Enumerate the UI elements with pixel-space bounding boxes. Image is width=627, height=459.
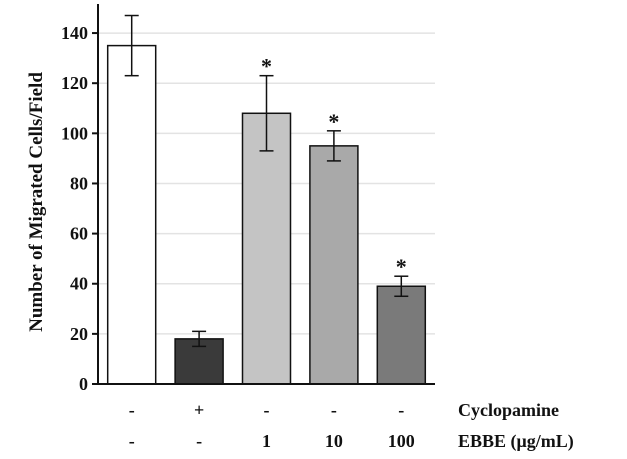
condition-row-label: EBBE (μg/mL): [458, 431, 574, 452]
condition-value: -: [196, 431, 202, 451]
y-tick-label: 100: [61, 123, 88, 143]
significance-star: *: [396, 254, 407, 279]
condition-value: -: [398, 400, 404, 420]
bar: [106, 44, 157, 385]
condition-value: 1: [262, 431, 271, 451]
y-axis-title: Number of Migrated Cells/Field: [26, 72, 47, 332]
significance-star: *: [328, 109, 339, 134]
y-tick-label: 20: [70, 324, 88, 344]
condition-value: -: [264, 400, 270, 420]
bar: [376, 285, 427, 385]
condition-value: +: [194, 400, 204, 420]
condition-rows: - + - - - Cyclopamine - - 1 10 100 EBBE (μg/mL): [129, 400, 574, 452]
y-tick-label: 80: [70, 173, 88, 193]
y-tick-label: 40: [70, 274, 88, 294]
condition-value: 100: [388, 431, 415, 451]
y-tick-labels: 0 20 40 60 80 100 120 140: [61, 23, 88, 394]
condition-value: -: [129, 400, 135, 420]
condition-row-label: Cyclopamine: [458, 400, 559, 420]
bar: [309, 145, 359, 385]
y-tick-label: 0: [79, 374, 88, 394]
y-tick-label: 60: [70, 224, 88, 244]
y-tick-label: 120: [61, 73, 88, 93]
significance-markers: * * *: [261, 54, 407, 280]
significance-star: *: [261, 54, 272, 79]
y-tick-label: 140: [61, 23, 88, 43]
condition-value: -: [331, 400, 337, 420]
condition-value: -: [129, 431, 135, 451]
error-bars: [124, 14, 409, 348]
condition-value: 10: [325, 431, 343, 451]
axes: [92, 4, 435, 385]
bar: [241, 112, 292, 385]
